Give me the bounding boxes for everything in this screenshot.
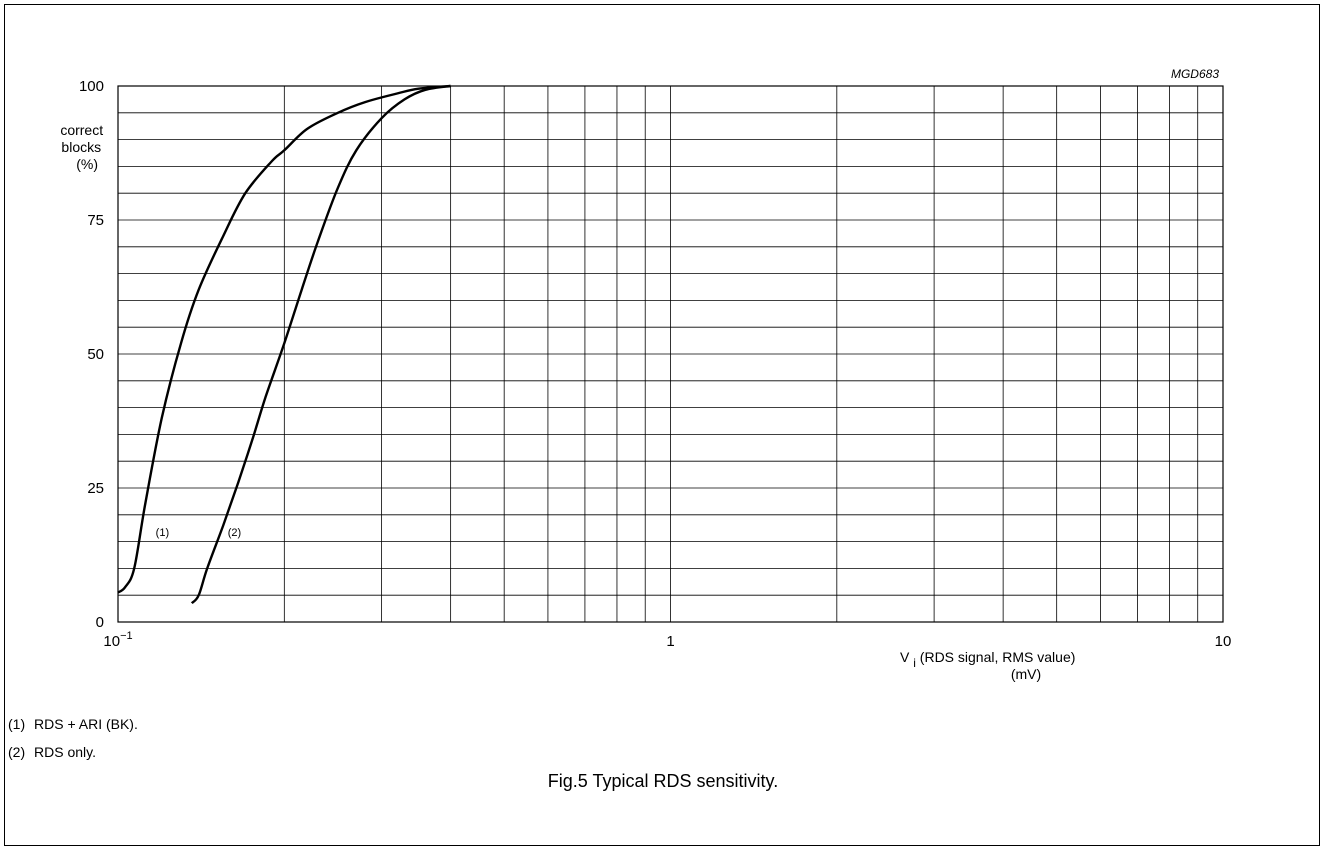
figure-code: MGD683: [1171, 67, 1219, 81]
series-line-2: [190, 84, 451, 605]
note-1-text: RDS + ARI (BK).: [34, 716, 138, 732]
x-tick-base: 1: [666, 633, 674, 650]
figure-frame: [4, 4, 1320, 846]
grid: [118, 86, 1223, 622]
y-tick-label: 75: [87, 212, 104, 229]
series-line-1: [117, 84, 451, 594]
x-tick-exponent: −1: [120, 630, 133, 642]
x-tick-label: 1: [666, 633, 674, 650]
x-tick-base: 10: [103, 633, 120, 650]
x-tick-label: 10−1: [103, 630, 132, 650]
series-label-1: (1): [156, 527, 169, 539]
y-tick-labels: 0 25 50 75 100: [79, 78, 104, 631]
note-2-text: RDS only.: [34, 744, 96, 760]
y-tick-label: 0: [96, 614, 104, 631]
series-label-2: (2): [228, 527, 241, 539]
y-axis-label-line-2: blocks: [61, 139, 101, 155]
x-tick-label: 10: [1215, 633, 1232, 650]
x-axis-label-text: (RDS signal, RMS value): [920, 649, 1076, 665]
series-layer: [117, 84, 451, 605]
y-axis-label: correct blocks (%): [60, 122, 107, 172]
y-tick-label: 100: [79, 78, 104, 95]
x-tick-labels: 10−1 1 10: [103, 630, 1231, 650]
x-axis-label-prefix: V: [900, 649, 910, 665]
series-labels: (1) (2): [156, 527, 242, 539]
x-axis-unit: (mV): [1011, 666, 1041, 682]
x-tick-base: 10: [1215, 633, 1232, 650]
plot-border: [117, 85, 1224, 623]
note-1-number: (1): [8, 716, 26, 732]
y-tick-label: 50: [87, 346, 104, 363]
note-2-number: (2): [8, 744, 26, 760]
y-axis-label-line-3: (%): [76, 156, 98, 172]
y-axis-label-line-1: correct: [60, 122, 103, 138]
y-tick-label: 25: [87, 480, 104, 497]
note-2: (2) RDS only.: [8, 744, 96, 760]
figure-caption: Fig.5 Typical RDS sensitivity.: [547, 771, 779, 791]
note-1: (1) RDS + ARI (BK).: [8, 716, 138, 732]
x-axis-label: V i (RDS signal, RMS value): [900, 649, 1075, 670]
x-axis-label-subscript: i: [913, 656, 916, 670]
